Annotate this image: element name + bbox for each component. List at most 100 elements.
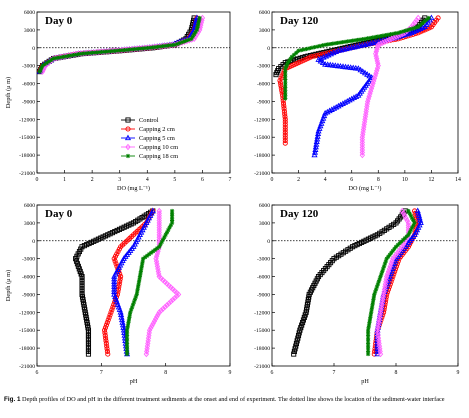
data-point bbox=[361, 121, 367, 128]
data-point bbox=[355, 92, 362, 98]
data-point bbox=[382, 281, 389, 288]
x-tick-label: 6 bbox=[350, 177, 353, 183]
data-point bbox=[404, 217, 410, 224]
data-point bbox=[81, 304, 87, 310]
data-point bbox=[344, 98, 351, 104]
data-point bbox=[379, 301, 385, 308]
data-point bbox=[85, 327, 92, 333]
data-point bbox=[291, 351, 297, 357]
data-point bbox=[366, 333, 371, 338]
y-tick-label: -9000 bbox=[22, 292, 35, 298]
data-point bbox=[340, 40, 345, 45]
data-point bbox=[283, 66, 288, 71]
data-point bbox=[104, 348, 110, 354]
data-point bbox=[79, 276, 85, 282]
data-point bbox=[343, 45, 350, 52]
data-point bbox=[124, 344, 130, 349]
data-point bbox=[377, 277, 382, 282]
data-point bbox=[85, 343, 92, 349]
data-point bbox=[367, 320, 372, 325]
data-point bbox=[383, 278, 389, 285]
data-point bbox=[165, 43, 170, 48]
data-point bbox=[369, 307, 374, 312]
data-point bbox=[392, 246, 397, 251]
data-point bbox=[360, 128, 366, 136]
data-point bbox=[422, 19, 427, 24]
data-point bbox=[366, 93, 372, 100]
data-point bbox=[282, 111, 288, 117]
x-axis-label: DO (mg L⁻¹) bbox=[117, 185, 150, 192]
data-point bbox=[311, 151, 318, 158]
data-point bbox=[353, 43, 361, 49]
x-tick-label: 6 bbox=[36, 370, 39, 376]
data-point bbox=[385, 268, 392, 275]
data-point bbox=[77, 268, 83, 274]
x-tick-label: 4 bbox=[146, 177, 149, 183]
data-point bbox=[350, 94, 357, 101]
y-tick-label: 6000 bbox=[259, 10, 270, 16]
data-point bbox=[370, 300, 376, 305]
data-point bbox=[118, 274, 124, 280]
data-point bbox=[303, 309, 309, 315]
x-tick-label: 7 bbox=[333, 370, 336, 376]
data-point bbox=[375, 332, 381, 339]
data-point bbox=[143, 350, 150, 358]
data-point bbox=[333, 103, 340, 110]
y-tick-label: -15000 bbox=[19, 328, 35, 334]
data-point bbox=[400, 237, 406, 243]
data-point bbox=[342, 99, 349, 105]
data-point bbox=[283, 90, 288, 96]
data-point bbox=[360, 37, 365, 42]
plot-frame bbox=[271, 11, 459, 174]
data-point bbox=[374, 55, 380, 62]
data-point bbox=[86, 51, 91, 56]
data-point bbox=[380, 293, 386, 301]
data-point bbox=[137, 277, 142, 282]
legend-entry: Capping 10 cm bbox=[139, 144, 178, 151]
data-point bbox=[377, 311, 383, 319]
data-point bbox=[382, 261, 388, 266]
data-point bbox=[366, 328, 371, 333]
data-point bbox=[407, 211, 412, 216]
chart-panel-2: -21000 -18000 -15000 -12000 -9000 -6000 -3000 0… bbox=[254, 10, 461, 192]
y-tick-label: 3000 bbox=[259, 221, 270, 227]
data-point bbox=[366, 349, 371, 354]
data-point bbox=[79, 51, 84, 56]
data-point bbox=[99, 49, 104, 55]
data-point bbox=[397, 241, 402, 246]
data-point bbox=[85, 351, 92, 357]
data-point bbox=[282, 130, 288, 136]
data-point bbox=[112, 48, 117, 54]
data-point bbox=[135, 289, 140, 294]
data-point bbox=[102, 327, 108, 333]
data-point bbox=[124, 349, 130, 354]
data-point bbox=[179, 40, 185, 45]
data-point bbox=[345, 44, 353, 51]
data-point bbox=[147, 252, 152, 257]
data-point bbox=[317, 52, 323, 58]
data-point bbox=[309, 45, 314, 50]
caption-label: Fig. 1 bbox=[4, 396, 21, 403]
series-line bbox=[75, 210, 154, 355]
data-point bbox=[362, 36, 368, 41]
data-point bbox=[294, 338, 300, 344]
data-point bbox=[148, 324, 154, 332]
data-point bbox=[194, 27, 200, 32]
data-point bbox=[396, 30, 401, 35]
data-point bbox=[385, 32, 391, 37]
data-point bbox=[364, 100, 370, 108]
data-point bbox=[389, 250, 394, 255]
data-point bbox=[380, 269, 385, 274]
data-point bbox=[282, 140, 288, 146]
data-point bbox=[140, 261, 145, 266]
data-point bbox=[413, 25, 418, 30]
data-point bbox=[152, 315, 159, 323]
data-point bbox=[127, 47, 132, 52]
data-point bbox=[182, 39, 187, 44]
data-point bbox=[140, 46, 145, 51]
data-point bbox=[63, 54, 69, 59]
data-point bbox=[282, 137, 288, 144]
data-point bbox=[84, 51, 89, 56]
data-point bbox=[193, 30, 198, 35]
x-tick-label: 9 bbox=[229, 370, 232, 376]
